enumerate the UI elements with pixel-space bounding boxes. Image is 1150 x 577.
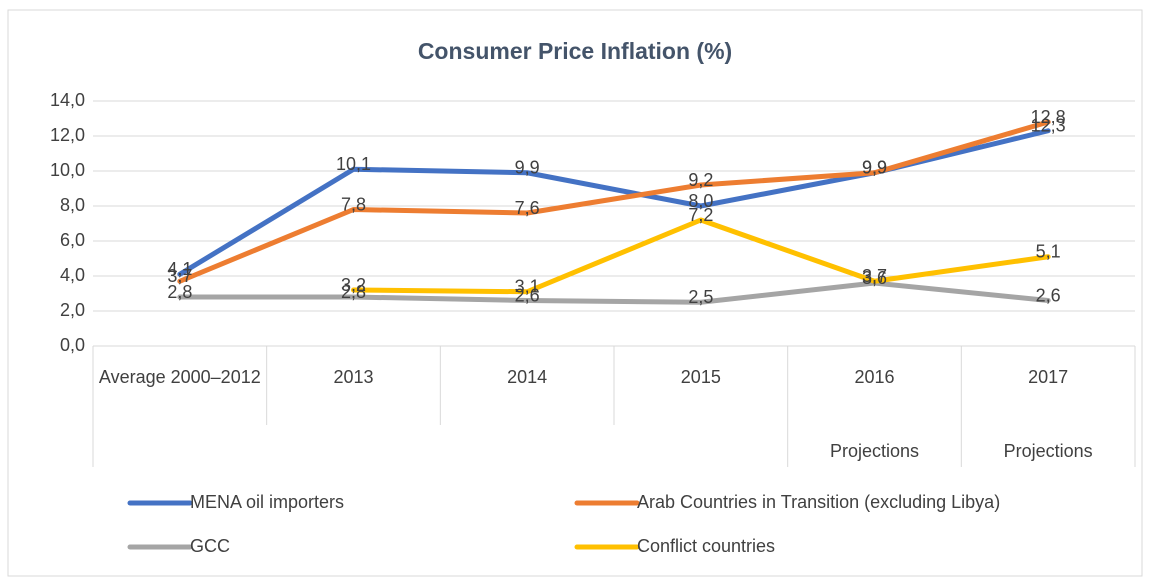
series-line (177, 119, 1051, 284)
data-label: 7,2 (688, 205, 713, 225)
data-label: 2,8 (341, 282, 366, 302)
y-tick-label: 0,0 (60, 335, 85, 355)
data-label: 9,9 (862, 158, 887, 178)
data-label: 3,2 (341, 275, 366, 295)
data-label: 9,2 (688, 170, 713, 190)
y-tick-label: 4,0 (60, 265, 85, 285)
x-tick-label: 2014 (507, 367, 548, 387)
chart-title: Consumer Price Inflation (%) (418, 38, 732, 64)
x-tick-label: Average 2000–2012 (98, 367, 261, 387)
data-label: 3,7 (862, 266, 887, 286)
data-label: 3,6 (862, 268, 887, 288)
x-tick-label: 2013 (333, 367, 374, 387)
legend-label: MENA oil importers (190, 492, 344, 512)
data-label: 2,8 (167, 282, 192, 302)
x-tick-label: 2016 (854, 367, 895, 387)
x-group-label: Projections (830, 441, 919, 461)
data-label: 2,5 (688, 287, 713, 307)
series-line (177, 128, 1051, 277)
data-label: 4,1 (167, 259, 192, 279)
data-label: 7,8 (341, 194, 366, 214)
y-tick-label: 6,0 (60, 230, 85, 250)
series-line (177, 280, 1051, 305)
x-group-label: Projections (1004, 441, 1093, 461)
y-tick-label: 10,0 (50, 160, 85, 180)
x-tick-label: 2015 (680, 367, 721, 387)
y-tick-label: 2,0 (60, 300, 85, 320)
data-label: 2,6 (515, 285, 540, 305)
legend-label: Conflict countries (637, 536, 775, 556)
data-label: 9,9 (862, 158, 887, 178)
series-line (351, 217, 1051, 295)
data-label: 3,7 (167, 266, 192, 286)
data-label: 12,3 (1031, 116, 1066, 136)
y-tick-label: 12,0 (50, 125, 85, 145)
y-tick-label: 8,0 (60, 195, 85, 215)
y-tick-label: 14,0 (50, 90, 85, 110)
x-tick-label: 2017 (1028, 367, 1069, 387)
data-label: 2,6 (1036, 285, 1061, 305)
legend-label: GCC (190, 536, 230, 556)
data-label: 7,6 (515, 198, 540, 218)
data-label: 3,1 (515, 277, 540, 297)
data-label: 12,8 (1031, 107, 1066, 127)
data-label: 9,9 (515, 158, 540, 178)
legend-label: Arab Countries in Transition (excluding … (637, 492, 1000, 512)
data-label: 8,0 (688, 191, 713, 211)
data-label: 10,1 (336, 154, 371, 174)
data-label: 5,1 (1036, 242, 1061, 262)
chart-border (7, 9, 1143, 577)
